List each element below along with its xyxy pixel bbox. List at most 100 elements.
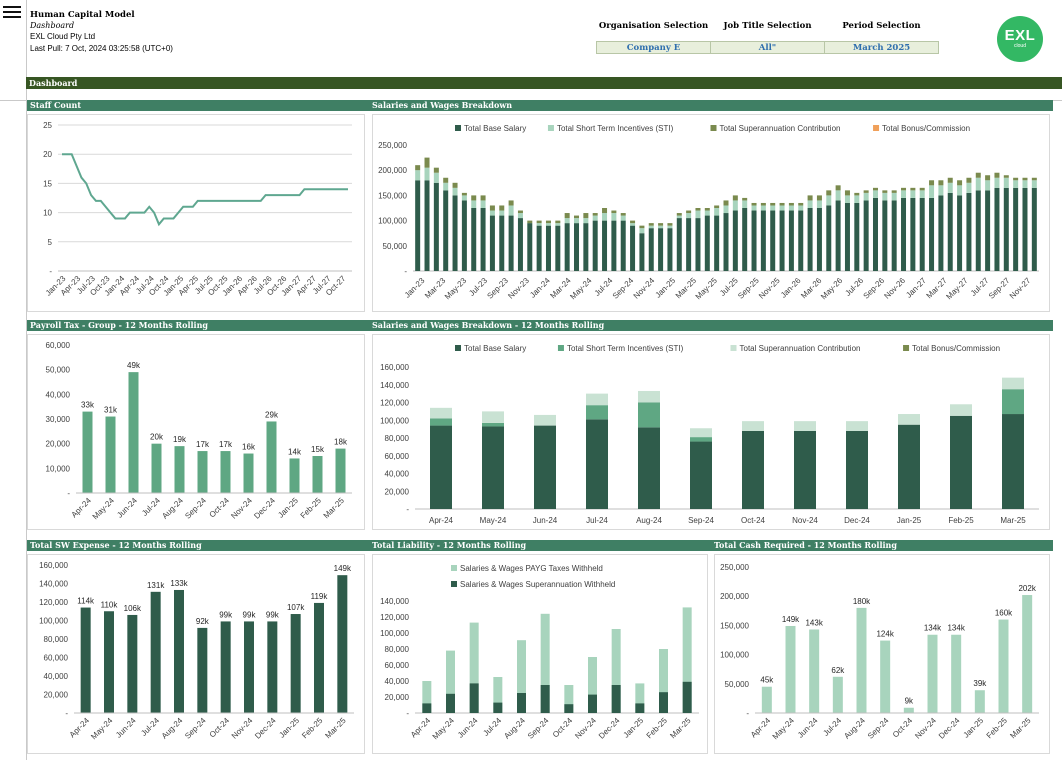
sw12-bar-segment xyxy=(430,425,452,509)
expense-data-label: 106k xyxy=(124,604,142,613)
liability-bar xyxy=(446,693,455,713)
liability-bar xyxy=(493,702,503,713)
cash-x-tick-label: Dec-24 xyxy=(937,716,962,741)
cash-bar xyxy=(856,607,867,713)
sw-bar-segment xyxy=(788,210,794,271)
period-select[interactable]: March 2025 xyxy=(824,41,939,54)
sw-bar-segment xyxy=(648,225,654,229)
legend-swatch xyxy=(873,125,880,131)
liability-bar xyxy=(446,650,455,713)
cash-x-tick-label: Jul-24 xyxy=(821,716,843,738)
organisation-selection-label: Organisation Selection xyxy=(598,21,709,31)
legend-label: Salaries & Wages PAYG Taxes Withheld xyxy=(460,564,603,573)
payroll-data-label: 15k xyxy=(311,445,325,454)
cash-data-label: 143k xyxy=(805,618,823,627)
sw-bar-segment xyxy=(770,205,776,211)
organisation-select[interactable]: Company E xyxy=(596,41,711,54)
sw-bar-segment xyxy=(1013,187,1019,271)
sw-breakdown-12-panel: Total Base Salary Total Short Term Incent… xyxy=(372,334,1050,530)
sw12-bar-segment xyxy=(482,426,504,509)
sw-bar-segment xyxy=(779,205,785,211)
sw-bar-segment xyxy=(471,208,477,271)
staff-y-tick-label: 20 xyxy=(43,150,52,159)
sw-bar-segment xyxy=(798,205,804,211)
sw-bar-segment xyxy=(1022,177,1028,181)
liability-bar xyxy=(635,683,645,713)
sw-bar-segment xyxy=(489,215,495,271)
sw-bar-segment xyxy=(1003,177,1009,188)
sw-bar-segment xyxy=(517,218,523,271)
sw12-bar-segment xyxy=(482,411,504,423)
cash-bar xyxy=(951,634,962,713)
sw-bar-segment xyxy=(770,210,776,271)
sw-bar-segment xyxy=(508,205,514,216)
sw-bar-segment xyxy=(835,190,841,201)
staff-y-tick-label: 10 xyxy=(43,209,52,218)
sw-bar-segment xyxy=(602,213,608,221)
cash-required-panel: 45k Apr-24 149k May-24 143k Jun-24 62k Jul-24 18… xyxy=(714,554,1050,754)
expense-y-tick-label: 20,000 xyxy=(44,691,69,700)
liability-bar xyxy=(588,657,597,713)
liability-header: Total Liability - 12 Months Rolling xyxy=(369,540,711,551)
sw-bar-segment xyxy=(798,210,804,271)
sw-bar-segment xyxy=(714,215,720,271)
sw-bar-segment xyxy=(910,197,916,271)
payroll-data-label: 31k xyxy=(104,406,118,415)
expense-bar xyxy=(290,614,301,713)
payroll-bar xyxy=(151,443,162,493)
sw-bar-segment xyxy=(807,200,813,208)
cash-y-tick-label: - xyxy=(746,709,749,718)
sw-bar-segment xyxy=(424,180,430,271)
liability-y-tick-label: 40,000 xyxy=(385,677,410,686)
legend-label: Salaries & Wages Superannuation Withheld xyxy=(460,580,615,589)
sw-bar-segment xyxy=(686,218,692,271)
sw-bar-segment xyxy=(929,180,935,186)
sw-bar-segment xyxy=(564,223,570,271)
liability-x-tick-label: Nov-24 xyxy=(573,716,598,741)
liability-bar xyxy=(517,640,526,713)
sw12-y-tick-label: 20,000 xyxy=(385,487,410,496)
liability-x-tick-label: Sep-24 xyxy=(526,716,551,741)
cash-data-label: 62k xyxy=(831,666,845,675)
sw-bar-segment xyxy=(620,213,626,216)
cash-bar xyxy=(974,690,985,713)
payroll-bar xyxy=(128,372,139,493)
staff-count-panel: -5 10 15 20 25 Jan-23 Apr-23 Jul-23 Oct-23 Jan-24… xyxy=(27,114,365,312)
sw-x-tick-label: May-24 xyxy=(568,276,594,302)
cash-bar xyxy=(880,640,891,713)
cash-x-tick-label: Oct-24 xyxy=(891,716,915,740)
liability-bar xyxy=(659,649,668,713)
liability-y-tick-label: 60,000 xyxy=(385,661,410,670)
menu-icon[interactable] xyxy=(3,4,21,20)
sw-bar-segment xyxy=(844,202,850,271)
job-title-select[interactable]: All" xyxy=(710,41,825,54)
sw-x-tick-label: Jan-26 xyxy=(779,276,803,300)
sw-bar-segment xyxy=(583,223,589,271)
sw-bar-segment xyxy=(938,195,944,271)
sw-bar-segment xyxy=(648,228,654,271)
sw-bar-segment xyxy=(742,208,748,271)
sw-bar-segment xyxy=(658,228,664,271)
payroll-data-label: 29k xyxy=(265,410,279,419)
sw12-bar-segment xyxy=(638,390,660,403)
cash-x-tick-label: Feb-25 xyxy=(985,716,1010,741)
sw12-x-tick-label: Feb-25 xyxy=(948,516,974,525)
sw-breakdown-chart: Total Base Salary Total Short Term Incent… xyxy=(378,124,1039,302)
sw-bar-segment xyxy=(536,220,542,224)
payroll-bar xyxy=(82,411,93,493)
liability-bar xyxy=(493,677,503,713)
sw-bar-segment xyxy=(583,213,589,219)
sw12-bar-segment xyxy=(430,407,452,419)
cash-bar xyxy=(809,629,820,713)
expense-x-tick-label: May-24 xyxy=(89,716,115,742)
cash-data-label: 45k xyxy=(760,676,774,685)
sw-expense-header: Total SW Expense - 12 Months Rolling xyxy=(27,540,369,551)
legend-label: Total Short Term Incentives (STI) xyxy=(557,124,674,133)
sw-bar-segment xyxy=(452,182,458,188)
legend-label: Total Bonus/Commission xyxy=(882,124,970,133)
cash-x-tick-label: Mar-25 xyxy=(1008,716,1033,741)
sw12-x-tick-label: Aug-24 xyxy=(636,516,662,525)
cash-bar xyxy=(1022,595,1033,713)
sw-bar-segment xyxy=(975,172,981,178)
sw-bar-segment xyxy=(433,167,439,173)
